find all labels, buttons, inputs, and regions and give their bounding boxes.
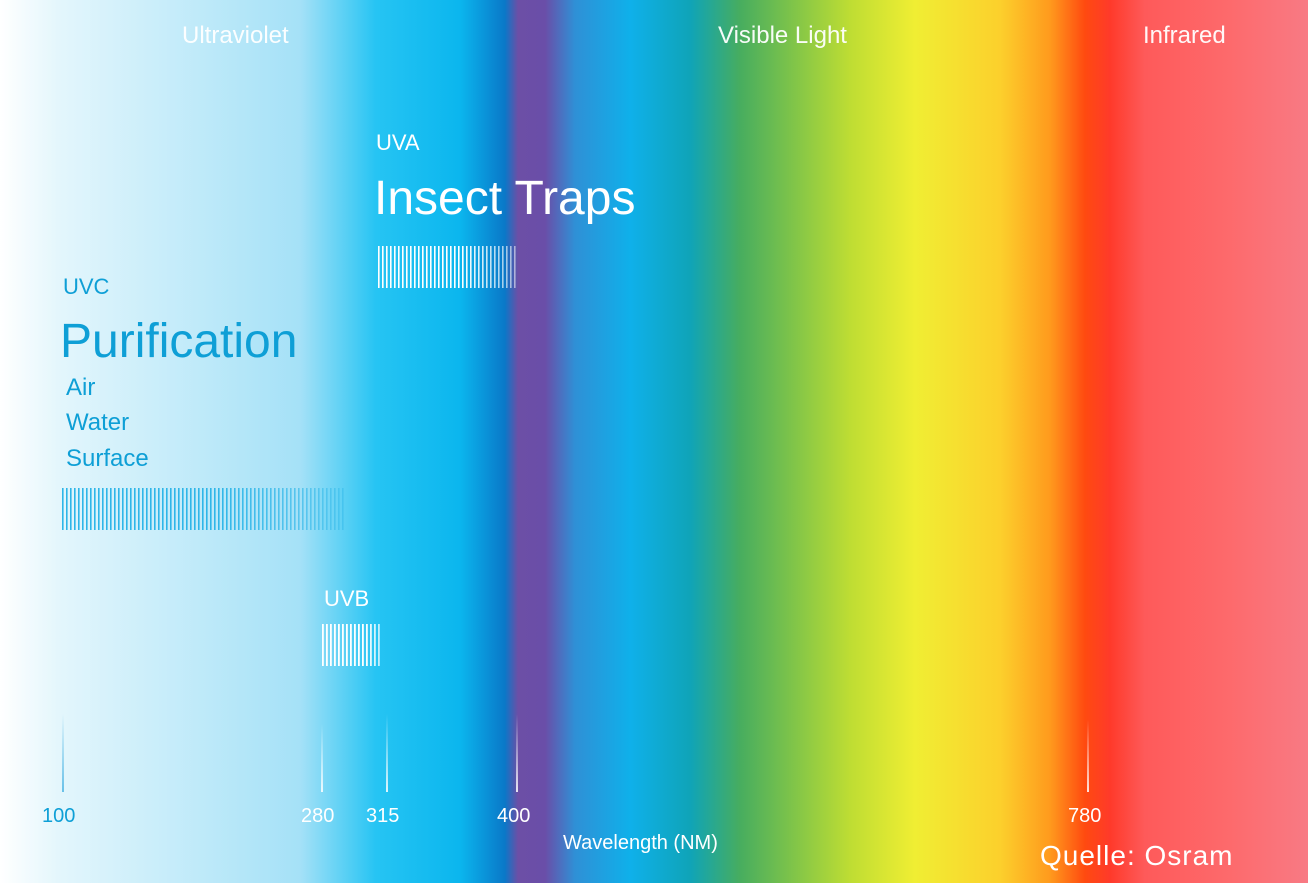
tick-line-280	[321, 724, 323, 792]
uvc-item-water: Water	[66, 409, 130, 436]
region-visible-light: Visible Light	[718, 22, 847, 49]
uva-application-title: Insect Traps	[374, 172, 636, 225]
region-infrared: Infrared	[1143, 22, 1226, 49]
uvc-band-label: UVC	[63, 274, 110, 299]
tick-label-315: 315	[366, 805, 400, 827]
uvc-range-stripe	[62, 488, 344, 530]
uvc-item-air: Air	[66, 374, 96, 401]
uva-range-stripe	[378, 246, 516, 288]
uvc-item-surface: Surface	[66, 445, 149, 472]
tick-label-100: 100	[42, 805, 76, 827]
tick-label-780: 780	[1068, 805, 1102, 827]
axis-label-wavelength: Wavelength (NM)	[563, 832, 718, 854]
tick-line-100	[62, 714, 64, 792]
uvb-range-stripe	[322, 624, 382, 666]
uvc-application-title: Purification	[60, 315, 298, 368]
tick-line-780	[1087, 720, 1089, 792]
tick-line-400	[516, 714, 518, 792]
uvb-band-label: UVB	[324, 586, 370, 611]
source-credit: Quelle: Osram	[1040, 840, 1234, 871]
tick-line-315	[386, 714, 388, 792]
tick-label-280: 280	[301, 805, 335, 827]
tick-label-400: 400	[497, 805, 531, 827]
uva-band-label: UVA	[376, 130, 420, 155]
region-ultraviolet: Ultraviolet	[182, 22, 289, 49]
